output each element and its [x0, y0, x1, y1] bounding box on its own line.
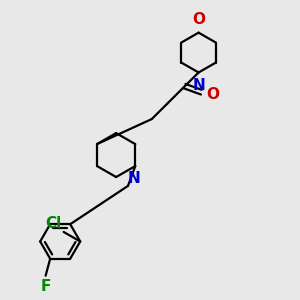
Text: N: N [128, 171, 140, 186]
Text: O: O [206, 87, 219, 102]
Text: F: F [40, 279, 51, 294]
Text: Cl: Cl [45, 216, 61, 231]
Text: N: N [192, 78, 205, 93]
Text: O: O [192, 12, 205, 27]
